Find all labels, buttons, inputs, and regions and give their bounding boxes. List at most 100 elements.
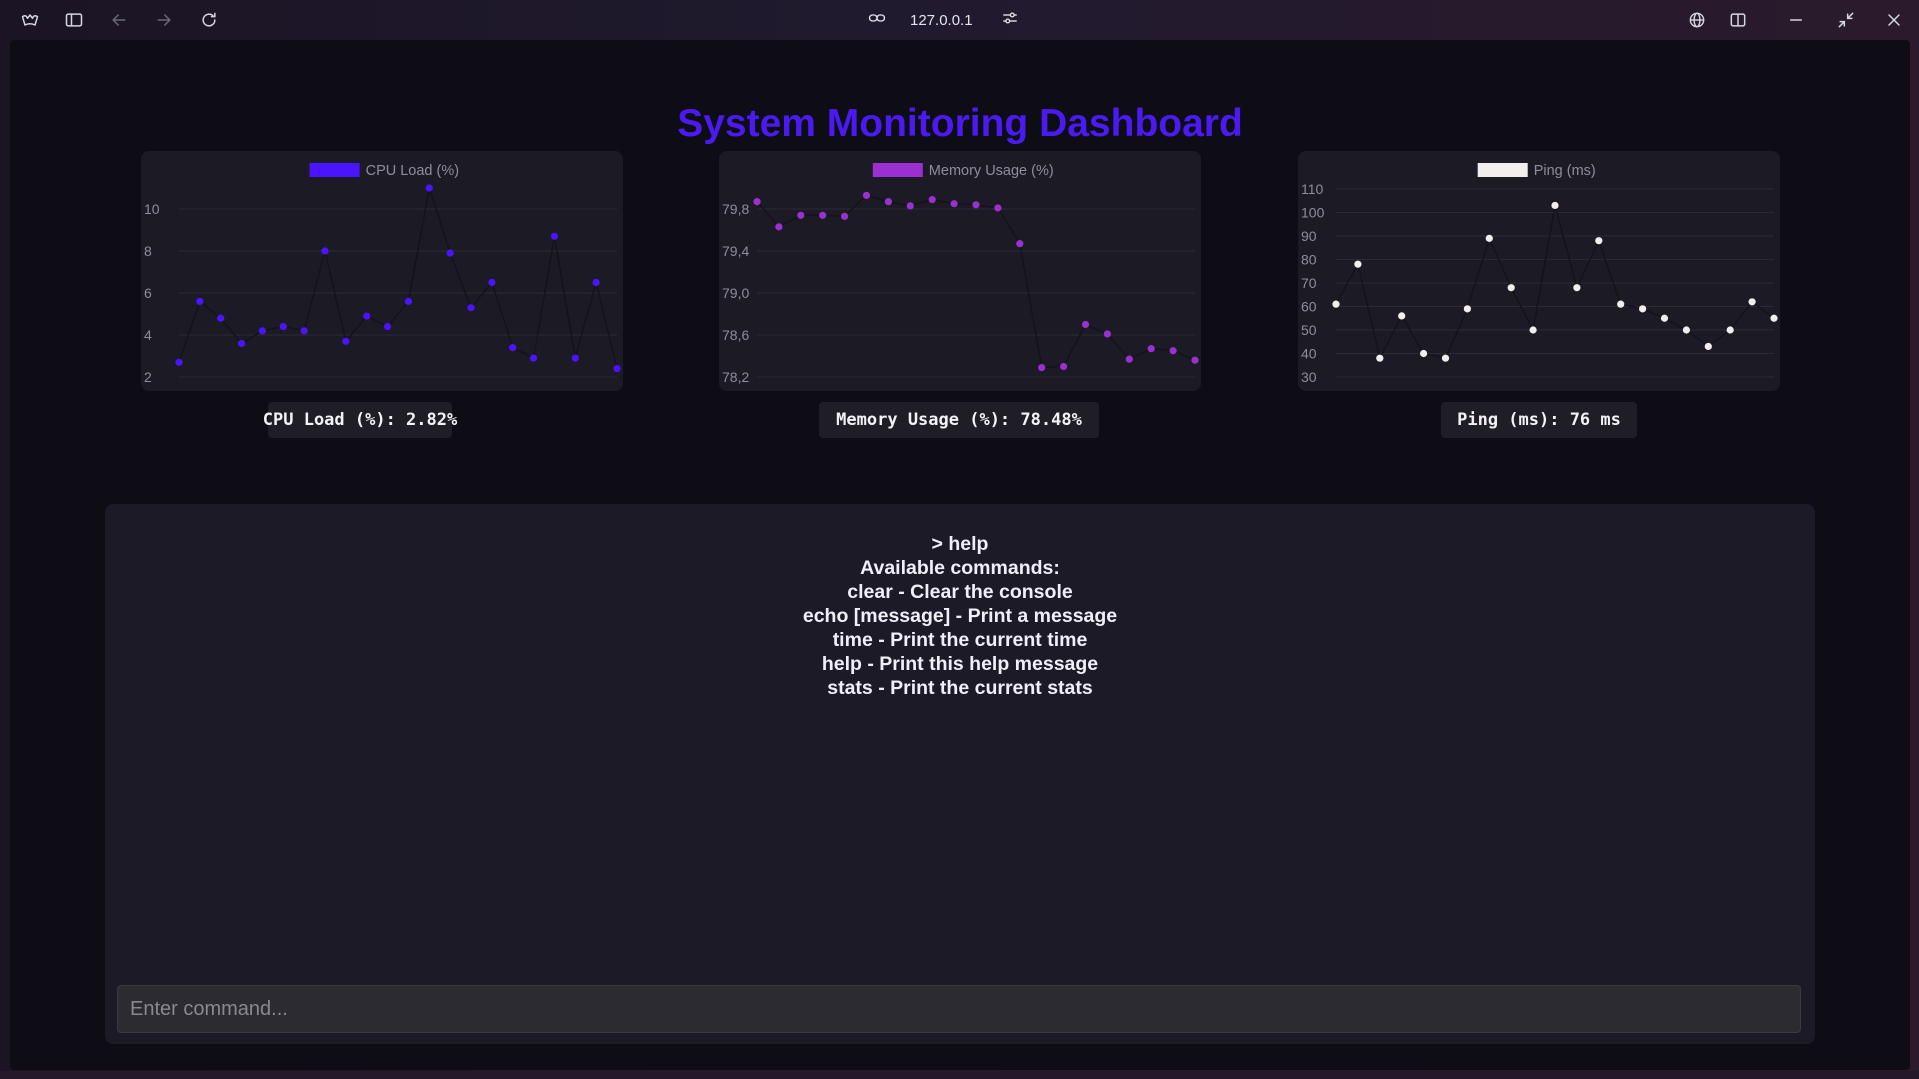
data-point[interactable] xyxy=(1376,354,1384,362)
data-point[interactable] xyxy=(1726,326,1734,334)
data-point[interactable] xyxy=(1103,330,1111,338)
data-point[interactable] xyxy=(1016,240,1024,248)
data-point[interactable] xyxy=(862,191,871,199)
console-output: > help Available commands: clear - Clear t… xyxy=(105,532,1815,700)
y-tick-label: 40 xyxy=(1301,346,1317,362)
series-line xyxy=(1335,205,1775,361)
data-point[interactable] xyxy=(1354,260,1362,268)
y-tick-label: 100 xyxy=(1301,205,1325,221)
console-line: time - Print the current time xyxy=(832,629,1088,651)
data-point[interactable] xyxy=(1420,349,1428,358)
reload-icon[interactable] xyxy=(197,8,221,32)
data-point[interactable] xyxy=(217,314,225,322)
data-point[interactable] xyxy=(300,327,308,335)
legend-label[interactable]: Memory Usage (%) xyxy=(929,163,1054,179)
data-point[interactable] xyxy=(1147,345,1155,353)
data-point[interactable] xyxy=(1398,312,1406,320)
console-line: Available commands: xyxy=(860,557,1060,579)
forward-icon[interactable] xyxy=(152,8,176,32)
legend-label[interactable]: CPU Load (%) xyxy=(366,163,459,179)
data-point[interactable] xyxy=(1081,320,1090,329)
data-point[interactable] xyxy=(819,211,827,219)
close-icon[interactable] xyxy=(1882,8,1906,32)
y-tick-label: 80 xyxy=(1301,252,1317,268)
data-point[interactable] xyxy=(279,323,287,331)
address-bar[interactable]: 127.0.0.1 xyxy=(868,9,1019,31)
data-point[interactable] xyxy=(446,249,454,257)
data-point[interactable] xyxy=(592,278,600,287)
y-tick-label: 50 xyxy=(1301,322,1317,338)
data-point[interactable] xyxy=(488,278,496,287)
split-view-icon[interactable] xyxy=(1726,8,1750,32)
data-point[interactable] xyxy=(1125,355,1133,363)
data-point[interactable] xyxy=(1529,326,1537,334)
y-tick-label: 110 xyxy=(1301,181,1324,197)
logo-icon[interactable] xyxy=(18,8,42,32)
data-point[interactable] xyxy=(994,204,1002,212)
data-point[interactable] xyxy=(196,297,204,305)
data-point[interactable] xyxy=(1038,363,1046,372)
data-point[interactable] xyxy=(1551,201,1559,210)
data-point[interactable] xyxy=(1682,326,1690,334)
data-point[interactable] xyxy=(467,304,475,312)
data-point[interactable] xyxy=(321,247,329,255)
data-point[interactable] xyxy=(797,211,805,219)
data-point[interactable] xyxy=(1332,300,1340,308)
globe-icon[interactable] xyxy=(1685,8,1709,32)
legend-swatch[interactable] xyxy=(309,163,360,177)
data-point[interactable] xyxy=(1169,347,1177,355)
data-point[interactable] xyxy=(509,344,517,352)
data-point[interactable] xyxy=(237,339,246,347)
data-point[interactable] xyxy=(884,198,892,206)
data-point[interactable] xyxy=(550,232,559,240)
url-text[interactable]: 127.0.0.1 xyxy=(910,11,973,29)
data-point[interactable] xyxy=(1507,284,1515,292)
page-viewport: System Monitoring Dashboard 2 4 6 8 10 CPU Lo… xyxy=(10,40,1910,1070)
data-point[interactable] xyxy=(175,358,183,366)
data-point[interactable] xyxy=(1617,300,1625,308)
data-point[interactable] xyxy=(1770,314,1778,322)
data-point[interactable] xyxy=(1060,362,1068,371)
data-point[interactable] xyxy=(425,184,433,192)
data-point[interactable] xyxy=(906,202,914,210)
data-point[interactable] xyxy=(342,337,350,345)
minimize-icon[interactable] xyxy=(1784,8,1808,32)
data-point[interactable] xyxy=(1463,305,1471,313)
data-point[interactable] xyxy=(258,327,267,335)
data-point[interactable] xyxy=(1573,284,1581,292)
data-point[interactable] xyxy=(1595,237,1603,245)
data-point[interactable] xyxy=(1704,342,1712,351)
data-point[interactable] xyxy=(841,212,849,220)
data-point[interactable] xyxy=(383,323,392,331)
y-tick-label: 90 xyxy=(1301,228,1317,244)
legend-label[interactable]: Ping (ms) xyxy=(1534,163,1596,179)
y-tick-label: 4 xyxy=(144,327,152,343)
data-point[interactable] xyxy=(928,195,936,204)
data-point[interactable] xyxy=(950,200,958,208)
data-point[interactable] xyxy=(1748,298,1756,306)
data-point[interactable] xyxy=(1441,354,1450,362)
data-point[interactable] xyxy=(363,312,371,320)
data-point[interactable] xyxy=(775,223,783,231)
command-input[interactable] xyxy=(117,985,1801,1033)
console-line: echo [message] - Print a message xyxy=(802,605,1118,627)
console-line: help - Print this help message xyxy=(821,653,1099,675)
data-point[interactable] xyxy=(613,365,621,373)
data-point[interactable] xyxy=(1660,314,1669,322)
y-tick-label: 60 xyxy=(1301,299,1317,315)
legend-swatch[interactable] xyxy=(872,163,923,177)
back-icon[interactable] xyxy=(107,8,131,32)
data-point[interactable] xyxy=(753,198,761,206)
data-point[interactable] xyxy=(1485,234,1493,242)
legend-swatch[interactable] xyxy=(1477,163,1528,177)
sidebar-icon[interactable] xyxy=(62,8,86,32)
restore-icon[interactable] xyxy=(1834,8,1858,32)
data-point[interactable] xyxy=(529,354,538,362)
data-point[interactable] xyxy=(571,354,579,362)
data-point[interactable] xyxy=(1639,305,1647,313)
data-point[interactable] xyxy=(1191,356,1199,364)
tune-icon[interactable] xyxy=(1001,9,1019,31)
console-line: > help xyxy=(931,533,989,555)
data-point[interactable] xyxy=(404,297,413,305)
data-point[interactable] xyxy=(972,201,980,209)
